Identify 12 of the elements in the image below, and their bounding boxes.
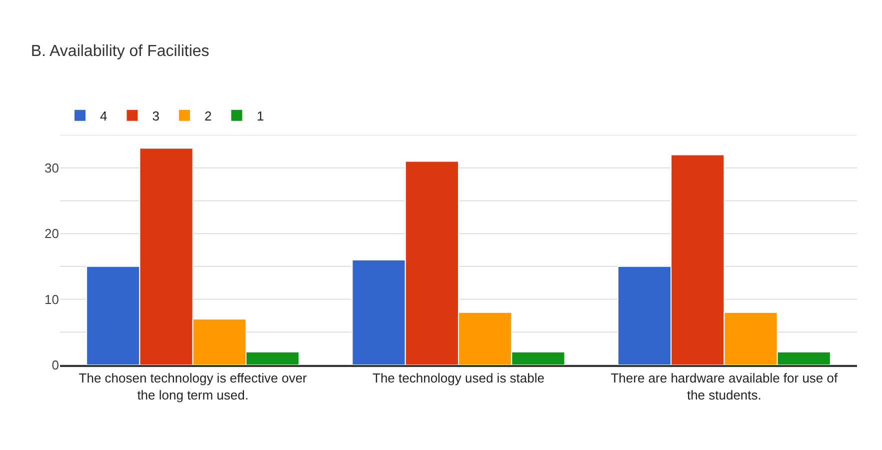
x-tick-label: The technology used is stable: [372, 370, 544, 386]
x-tick-label: The chosen technology is effective over the long term used.: [78, 370, 308, 402]
y-tick-label: 10: [44, 292, 59, 307]
x-tick-label: There are hardware available for use of the students.: [610, 370, 838, 402]
legend-label: 2: [204, 108, 212, 124]
legend-label: 1: [256, 108, 264, 124]
y-tick-label: 30: [44, 160, 59, 176]
y-tick-label: 0: [52, 358, 59, 373]
legend-label: 3: [152, 108, 160, 124]
y-tick-label: 20: [44, 226, 59, 242]
chart-title: B. Availability of Facilities: [30, 43, 210, 60]
legend-label: 4: [100, 108, 108, 124]
